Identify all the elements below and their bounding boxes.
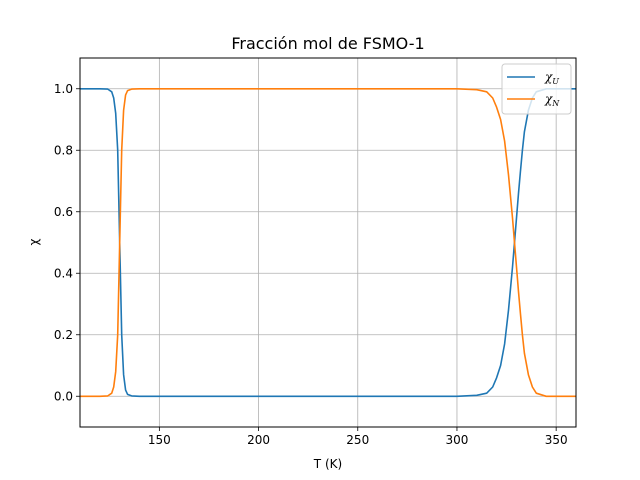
- x-tick-label: 300: [446, 433, 469, 447]
- series-line-u: [80, 88, 576, 398]
- x-tick-label: 250: [346, 433, 369, 447]
- y-axis-label: χ: [27, 238, 41, 245]
- x-ticks: 150 200 250 300 350: [148, 427, 568, 447]
- legend-label-u: χU: [544, 70, 559, 86]
- legend: χU χN: [501, 63, 572, 115]
- series-line-n: [80, 88, 576, 398]
- legend-label-n: χN: [544, 92, 560, 108]
- axes-frame: [79, 57, 577, 428]
- chart-title: Fracción mol de FSMO-1: [231, 34, 424, 53]
- y-tick-label: 1.0: [54, 82, 73, 96]
- y-tick-label: 0.0: [54, 389, 73, 403]
- x-tick-label: 350: [545, 433, 568, 447]
- grid: [80, 58, 576, 427]
- x-tick-label: 150: [148, 433, 171, 447]
- x-tick-label: 200: [247, 433, 270, 447]
- y-tick-label: 0.4: [54, 266, 73, 280]
- x-axis-label: T (K): [313, 457, 342, 471]
- y-tick-label: 0.6: [54, 205, 73, 219]
- y-ticks: 0.0 0.2 0.4 0.6 0.8 1.0: [54, 82, 80, 403]
- y-tick-label: 0.2: [54, 328, 73, 342]
- legend-box: [501, 63, 572, 115]
- series-layer: [80, 88, 576, 398]
- y-tick-label: 0.8: [54, 143, 73, 157]
